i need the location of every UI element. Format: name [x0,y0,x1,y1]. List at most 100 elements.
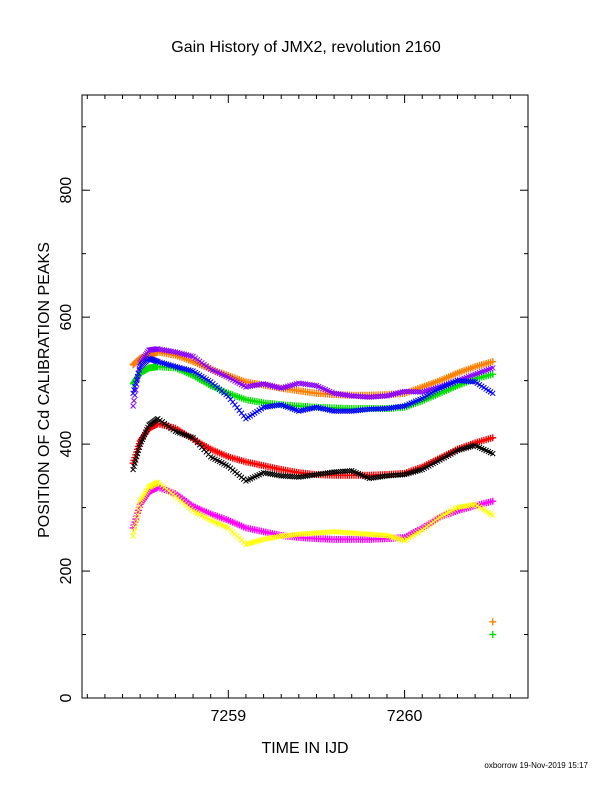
data-point [366,531,373,538]
data-point [463,503,470,509]
data-point [269,471,276,478]
data-point [384,405,390,412]
data-point [289,473,296,480]
data-point [456,504,463,511]
data-point [351,530,357,536]
data-point [165,348,172,354]
data-point [342,529,348,536]
data-point [340,529,346,536]
data-point [375,474,382,480]
data-point [456,377,463,384]
data-point [331,469,337,475]
data-point [379,532,386,539]
data-point [262,470,269,476]
data-point [287,473,293,480]
data-point [397,403,404,410]
x-axis-label: TIME IN IJD [261,740,348,757]
data-point [366,406,373,413]
data-point [386,405,393,412]
data-point [132,383,138,390]
data-point [399,471,406,478]
data-point [269,403,276,409]
data-point [163,347,170,354]
data-point [406,388,412,395]
data-point [454,377,461,384]
data-point [461,378,467,384]
data-point [335,529,342,535]
data-point [134,511,141,518]
data-point [401,388,408,395]
data-point [359,530,366,537]
data-point [388,405,395,411]
data-point [132,520,139,526]
data-point [375,406,382,412]
data-point [134,450,141,457]
data-point [390,472,397,479]
data-point [265,403,271,410]
data-point [311,382,318,389]
data-point [133,377,140,383]
data-point [342,392,348,398]
data-point [357,393,364,400]
data-point [368,406,375,412]
data-point [291,473,298,480]
data-point [295,531,302,538]
y-axis: 0 200 400 600 800 [58,126,528,702]
data-point [298,380,304,387]
data-point [313,530,320,536]
data-point [353,530,359,537]
data-point [309,382,315,388]
data-point [170,348,177,355]
data-point [373,393,379,400]
data-point [331,408,337,414]
data-point [355,530,362,537]
x-tick-label: 7259 [211,708,247,725]
data-point [368,475,375,481]
data-point [403,388,410,395]
x-axis: 7259 7260 [86,95,511,725]
data-point [373,531,379,538]
data-point [152,346,159,353]
data-point [454,504,461,511]
data-point [342,468,348,475]
data-point [362,393,368,400]
data-point [381,393,388,399]
chart-title: Gain History of JMX2, revolution 2160 [171,39,441,56]
data-point [384,472,390,479]
data-point [267,535,274,541]
data-point [489,450,496,457]
data-point [132,457,139,463]
data-point [333,408,340,414]
data-point [251,382,258,389]
data-point [318,529,324,536]
data-point [331,390,337,397]
data-point [489,497,497,505]
data-point [320,470,326,477]
data-point [130,403,136,409]
data-point [135,507,142,513]
x-tick-label: 7260 [387,708,423,725]
data-point [273,534,280,540]
data-point [340,468,346,475]
data-point [414,389,421,395]
data-point [364,394,370,400]
data-point [346,408,353,414]
data-point [379,473,386,480]
data-point [265,470,271,477]
data-point [335,408,342,414]
data-point [284,473,291,480]
data-point [397,472,404,478]
data-point [463,378,470,385]
data-point [249,382,256,389]
data-point [390,404,397,411]
data-point [353,393,359,400]
data-point [132,386,139,393]
data-point [329,529,335,535]
plot-frame [81,94,529,699]
data-point [295,380,302,387]
data-point [136,444,143,451]
data-point [377,405,384,412]
data-point [489,618,497,626]
y-tick-label: 200 [58,558,75,585]
data-point [470,378,476,385]
